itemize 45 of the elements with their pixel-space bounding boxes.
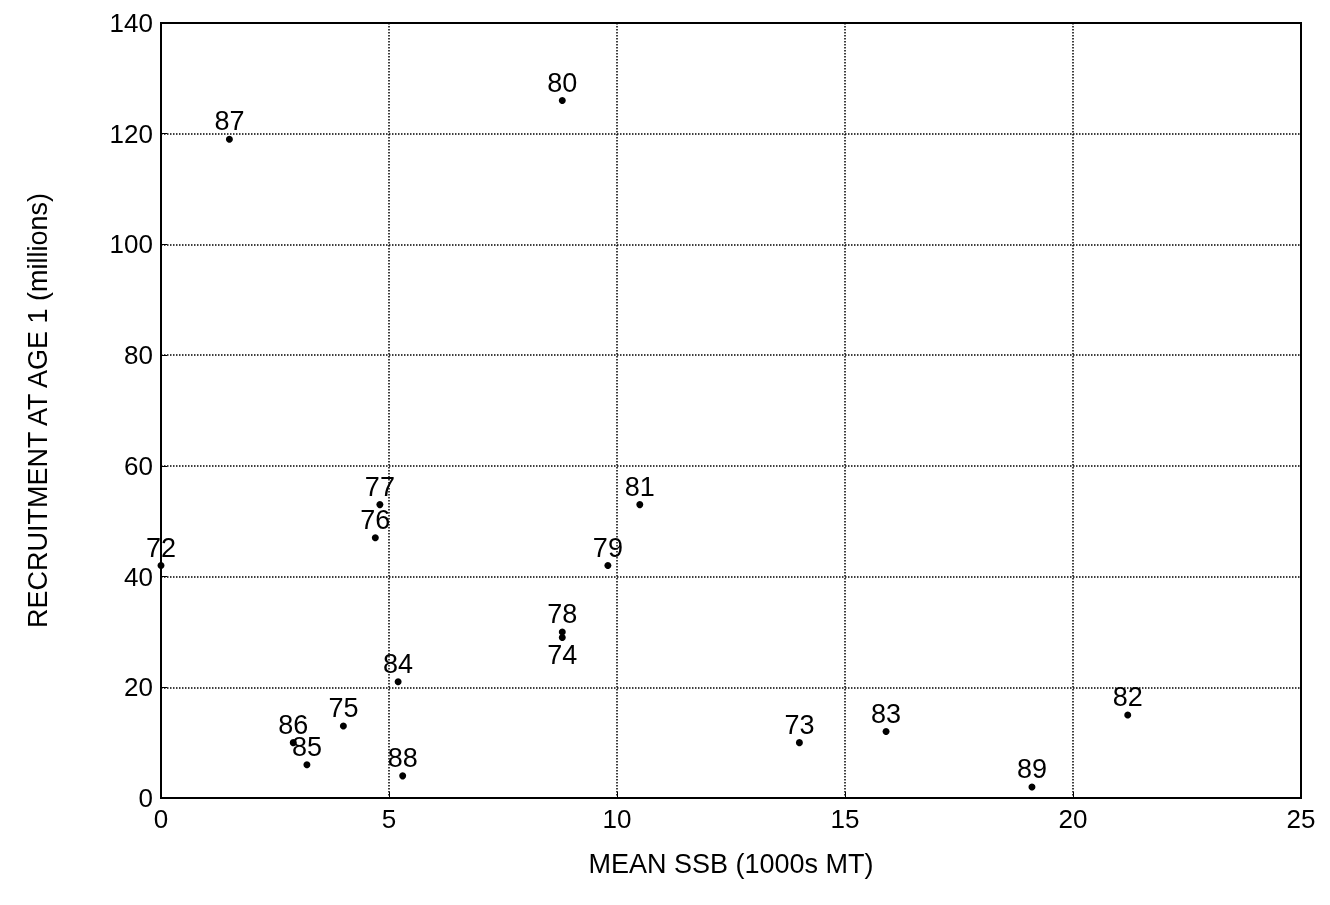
- point: [1124, 711, 1132, 719]
- point: [339, 722, 347, 730]
- y-tick-label: 0: [138, 783, 153, 813]
- series-label: 74: [547, 640, 578, 671]
- series-label: 83: [871, 698, 902, 729]
- y-axis-title: RECRUITMENT AT AGE 1 (millions): [22, 192, 53, 629]
- point: [604, 562, 612, 569]
- series-label: 76: [360, 504, 391, 535]
- y-tick-label: 20: [124, 672, 153, 703]
- series-label: 87: [214, 106, 245, 137]
- point: [303, 761, 311, 769]
- point: [225, 135, 233, 143]
- y-tick-label: 80: [124, 340, 153, 371]
- y-tick-label: 120: [109, 118, 153, 149]
- series-label: 81: [624, 471, 655, 502]
- series-label: 77: [364, 471, 395, 502]
- series-label: 79: [592, 532, 623, 563]
- point: [371, 534, 379, 542]
- point: [394, 678, 402, 686]
- point: [376, 501, 384, 509]
- x-tick-label: 5: [381, 804, 397, 834]
- point: [795, 739, 803, 747]
- series-label: 73: [784, 709, 815, 740]
- x-axis-title: MEAN SSB (1000s MT): [588, 848, 874, 879]
- series-label: 80: [547, 67, 578, 98]
- x-tick-label: 10: [602, 804, 632, 834]
- x-tick-label: 20: [1058, 804, 1088, 834]
- series-label: 89: [1016, 753, 1047, 784]
- x-tick-label: 15: [830, 804, 860, 834]
- y-tick-label: 60: [124, 450, 153, 481]
- series-label: 75: [328, 693, 359, 724]
- point: [399, 772, 407, 780]
- point: [558, 97, 566, 104]
- series-label: 84: [383, 648, 414, 679]
- y-tick-label: 140: [109, 8, 153, 38]
- point: [636, 501, 644, 509]
- y-tick-label: 100: [109, 229, 153, 260]
- series-label: 88: [387, 742, 418, 773]
- point: [558, 633, 566, 641]
- point: [157, 562, 165, 569]
- y-tick-label: 40: [124, 561, 153, 592]
- x-tick-label: 25: [1286, 804, 1316, 834]
- point: [882, 728, 890, 736]
- series-label: 82: [1112, 681, 1143, 712]
- series-label: 78: [547, 598, 578, 629]
